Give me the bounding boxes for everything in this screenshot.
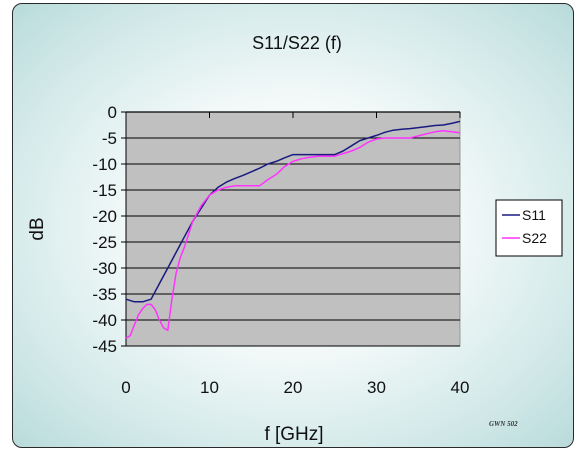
series-lines — [125, 120, 461, 339]
y-tick-label-9: -45 — [92, 337, 117, 356]
legend-label-s22: S22 — [522, 230, 547, 246]
y-tick-label-2: -10 — [92, 155, 117, 174]
chart-title: S11/S22 (f) — [252, 33, 342, 53]
y-tick-label-8: -40 — [92, 311, 117, 330]
series-line-s22 — [125, 129, 461, 339]
y-tick-label-5: -25 — [92, 233, 117, 252]
y-axis: 0 -5 -10 -15 -20 -25 -30 -35 -40 -45 — [92, 103, 127, 356]
x-tick-label-3: 30 — [367, 378, 386, 397]
series-line-s11 — [125, 120, 461, 303]
plot-area — [125, 111, 461, 347]
x-axis-label: f [GHz] — [264, 424, 323, 445]
x-tick-label-2: 20 — [284, 378, 303, 397]
watermark-text: GWN 502 — [489, 420, 518, 428]
x-tick-label-1: 10 — [200, 378, 219, 397]
x-axis: 0 10 20 30 40 — [121, 111, 470, 397]
legend-box — [495, 199, 563, 257]
y-tick-label-0: 0 — [108, 103, 117, 122]
y-tick-label-1: -5 — [102, 129, 117, 148]
legend-label-s11: S11 — [522, 207, 546, 223]
x-tick-label-4: 40 — [451, 378, 470, 397]
x-tick-label-0: 0 — [121, 378, 130, 397]
y-tick-label-7: -35 — [92, 285, 117, 304]
y-tick-label-3: -15 — [92, 181, 117, 200]
y-tick-label-4: -20 — [92, 207, 117, 226]
y-axis-label: dB — [27, 217, 48, 240]
y-tick-label-6: -30 — [92, 259, 117, 278]
